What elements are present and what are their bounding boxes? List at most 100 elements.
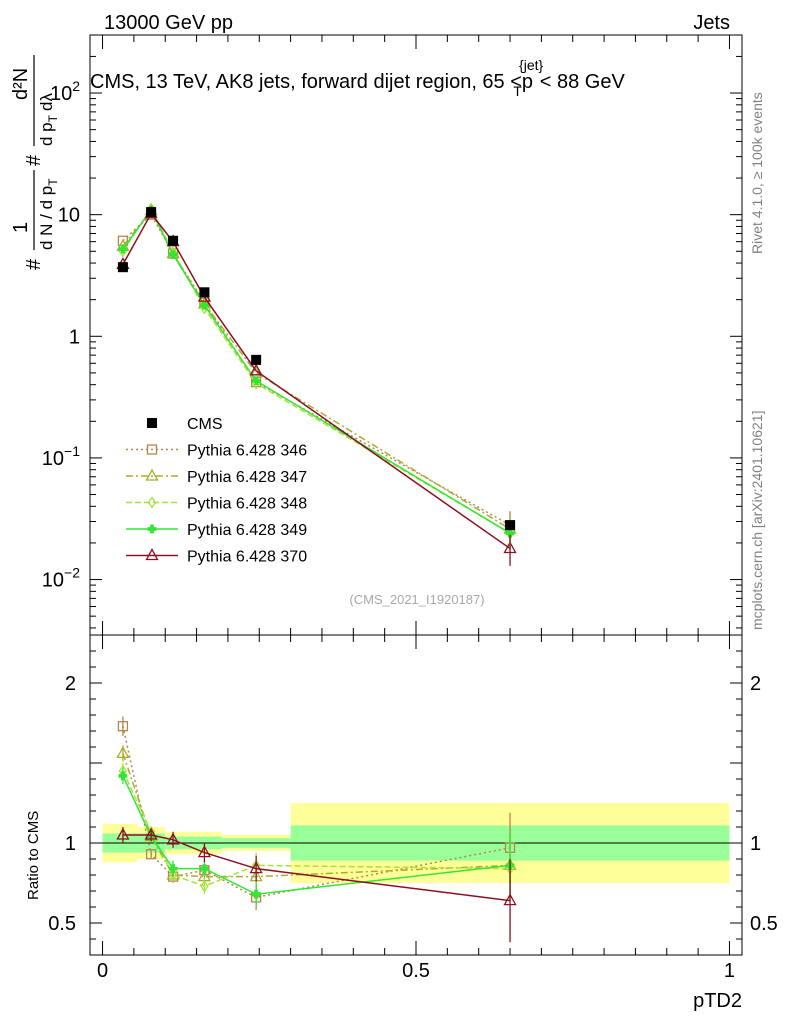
ratio-series-0-point-1	[145, 849, 157, 860]
ratio-series-3-point-2-shape	[168, 864, 178, 873]
header-right: Jets	[693, 12, 730, 34]
legend-entry-data: CMS	[147, 416, 223, 433]
main-ylabel: # 1 d N / d pT # d²N d pTdλ	[10, 55, 60, 270]
ratio-series-2-point-3	[200, 880, 209, 893]
legend-marker-3	[147, 524, 157, 534]
data-point-3	[199, 287, 210, 298]
ratio-series-3-point-3	[200, 864, 209, 873]
legend-marker-2	[147, 496, 157, 509]
legend-marker-1	[145, 468, 159, 481]
ratio-series-4-point-5	[503, 893, 517, 906]
main-series-3-point-4	[251, 376, 261, 386]
ratio-ylabel: Ratio to CMS	[25, 811, 42, 900]
ratio-series-3-point-4-shape	[251, 889, 261, 899]
main-series-3-point-2-shape	[168, 250, 178, 259]
main-ytick-label-1: 10−1	[42, 443, 80, 470]
legend-marker-4	[145, 548, 159, 561]
tick-base: 10	[42, 570, 64, 592]
ratio-xtick-label-0: 0	[97, 960, 108, 982]
main-frame	[89, 34, 743, 636]
tick-exponent: −2	[64, 565, 80, 581]
legend-label-3: Pythia 6.428 349	[187, 522, 307, 539]
ratio-xtick-label-1: 0.5	[402, 960, 430, 982]
data-point-5	[505, 520, 516, 531]
tick-base: 10	[42, 448, 64, 470]
ratio-series-3-point-3-shape	[200, 864, 209, 873]
data-point-1	[146, 207, 157, 218]
ratio-series-4-point-0	[116, 827, 130, 840]
ratio-series-line-4	[122, 834, 511, 902]
ratio-ytick-label-right-0: 0.5	[750, 913, 778, 935]
legend-label-4: Pythia 6.428 370	[187, 549, 307, 566]
ratio-series-4-point-1	[144, 827, 158, 840]
ratio-series-4-point-4	[249, 861, 263, 874]
main-series-line-1	[122, 209, 511, 530]
legend-entry-2: Pythia 6.428 348	[126, 496, 307, 513]
tick-exponent: −1	[64, 443, 80, 459]
legend-marker-0	[146, 444, 158, 455]
ratio-ytick-label-right-1: 1	[750, 833, 761, 855]
data-point-0	[117, 262, 128, 273]
data-point-4	[251, 354, 262, 365]
legend-label-1: Pythia 6.428 347	[187, 469, 307, 486]
ratio-series-3-point-0-shape	[118, 771, 128, 781]
main-series-line-0	[122, 213, 511, 526]
legend-entry-3: Pythia 6.428 349	[126, 522, 307, 539]
header-left: 13000 GeV pp	[104, 12, 233, 34]
watermark: (CMS_2021_I1920187)	[349, 592, 484, 607]
ratio-ytick-label-left-1: 1	[65, 833, 76, 855]
main-ytick-label-4: 102	[50, 78, 80, 105]
ratio-ytick-label-left-0: 0.5	[48, 913, 76, 935]
ratio-xtick-label-2: 1	[724, 960, 735, 982]
ratio-frame	[89, 634, 743, 956]
main-series-3-point-4-shape	[251, 376, 261, 386]
ratio-ytick-label-right-2: 2	[750, 673, 761, 695]
chart-title: CMS, 13 TeV, AK8 jets, forward dijet reg…	[90, 57, 625, 99]
main-series-4-point-4	[249, 363, 263, 376]
legend-label-data: CMS	[187, 416, 223, 433]
legend-label-0: Pythia 6.428 346	[187, 443, 307, 460]
ratio-series-4-point-3	[197, 845, 212, 858]
data-point-2	[168, 235, 179, 246]
ratio-series-line-1	[122, 753, 511, 878]
main-series-line-4	[122, 212, 511, 550]
tick-exponent: 2	[72, 78, 80, 94]
main-series-3-point-2	[168, 250, 178, 259]
ratio-series-0-point-0	[117, 721, 129, 732]
legend-data-marker	[147, 418, 157, 428]
main-series-line-3	[122, 208, 511, 534]
x-axis-label: pTD2	[693, 990, 742, 1012]
ratio-series-2-point-2	[168, 868, 178, 882]
ratio-series-3-point-0	[118, 771, 128, 781]
legend: CMS Pythia 6.428 346 Pythia 6.428 347 Pythi…	[126, 416, 307, 566]
ratio-series-3-point-2	[168, 864, 178, 873]
ratio-panel: 0 0.5 1 0.5 0.5 1 1 2 2	[48, 634, 778, 982]
ratio-ytick-label-left-2: 2	[65, 673, 76, 695]
tick-base: 10	[50, 83, 72, 105]
ylabel-hash-1: #	[23, 258, 45, 270]
legend-marker-3-shape	[147, 524, 157, 534]
main-ytick-label-3: 10	[58, 205, 80, 227]
ylabel-denominator: d N / d pT	[37, 178, 60, 250]
side-label-top: Rivet 4.1.0, ≥ 100k events	[749, 92, 765, 254]
ratio-series-3-point-4	[251, 889, 261, 899]
ylabel-one: 1	[10, 222, 32, 233]
main-ytick-label-2: 1	[69, 326, 80, 348]
legend-entry-0: Pythia 6.428 346	[126, 443, 307, 460]
main-series-line-2	[122, 207, 511, 534]
ylabel-hash-2: #	[23, 154, 45, 166]
ratio-series-line-3	[122, 775, 511, 895]
side-label-bottom: mcplots.cern.ch [arXiv:2401.10621]	[749, 411, 765, 630]
main-ytick-label-0: 10−2	[42, 565, 80, 592]
ylabel-numerator: d²N	[10, 68, 32, 100]
legend-label-2: Pythia 6.428 348	[187, 496, 307, 513]
ylabel-num-denominator: d pTdλ	[37, 93, 60, 146]
ratio-series-line-2	[122, 770, 511, 888]
main-series-3-point-0-shape	[118, 244, 128, 254]
ratio-series-1-point-0	[116, 746, 130, 759]
main-series-3-point-0	[118, 244, 128, 254]
legend-entry-4: Pythia 6.428 370	[126, 548, 307, 566]
legend-entry-1: Pythia 6.428 347	[126, 468, 307, 486]
ratio-series-4-point-2	[166, 832, 180, 845]
